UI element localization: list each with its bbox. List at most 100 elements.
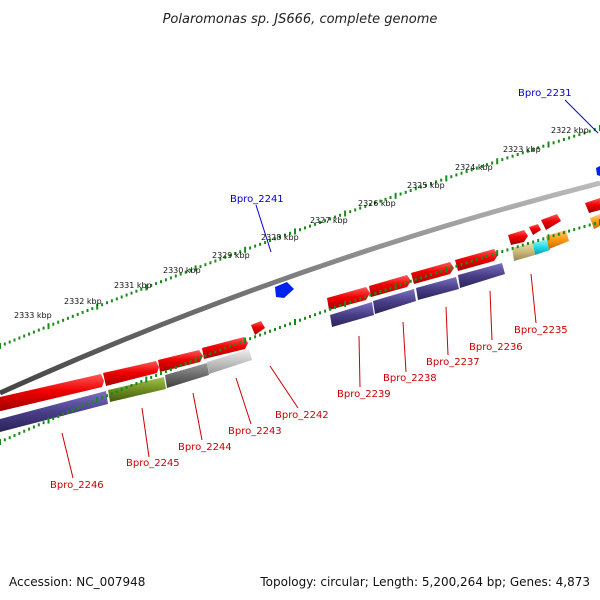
scale-minor-tick: [106, 301, 108, 305]
scale-minor-tick: [480, 164, 483, 168]
map-title: Polaromonas sp. JS666, complete genome: [163, 12, 438, 27]
gene-label-bpro-2236[interactable]: Bpro_2236: [469, 342, 523, 353]
cds-block[interactable]: [458, 263, 505, 288]
gene-label-bpro-2235[interactable]: Bpro_2235: [514, 325, 568, 336]
gene-label-bpro-2237[interactable]: Bpro_2237: [426, 357, 480, 368]
cds-block[interactable]: [416, 277, 459, 300]
scale-minor-tick: [552, 141, 555, 145]
scale-minor-tick: [339, 304, 342, 308]
scale-minor-tick: [101, 303, 104, 307]
cds-block[interactable]: [0, 391, 108, 432]
gene-block[interactable]: [158, 350, 203, 372]
gene-label-bpro-2241[interactable]: Bpro_2241: [230, 194, 284, 205]
scale-minor-tick: [184, 270, 187, 274]
scale-major-tick: [194, 265, 197, 272]
scale-minor-tick: [414, 187, 417, 191]
scale-minor-tick: [169, 276, 172, 280]
scale-minor-tick: [239, 341, 242, 344]
gene-label-bpro-2239[interactable]: Bpro_2239: [337, 389, 391, 400]
gene-label-bpro-2231[interactable]: Bpro_2231: [518, 88, 572, 99]
scale-minor-tick: [76, 406, 79, 410]
scale-minor-tick: [506, 156, 509, 160]
scale-minor-tick: [254, 244, 257, 248]
scale-label: 2324 kbp: [455, 163, 493, 172]
scale-minor-tick: [359, 206, 362, 210]
gene-block-bpro-2241[interactable]: [275, 282, 294, 298]
scale-minor-tick: [460, 171, 463, 175]
scale-label: 2331 kbp: [114, 281, 152, 290]
scale-minor-tick: [521, 243, 524, 247]
gene-label-bpro-2242[interactable]: Bpro_2242: [275, 410, 329, 421]
scale-minor-tick: [184, 362, 187, 366]
gene-label-bpro-2243[interactable]: Bpro_2243: [228, 426, 282, 437]
scale-minor-tick: [516, 153, 519, 156]
scale-minor-tick: [374, 201, 377, 205]
scale-minor-tick: [106, 394, 108, 398]
cds-block[interactable]: [207, 349, 252, 374]
scale-minor-tick: [274, 237, 276, 241]
scale-minor-tick: [28, 332, 31, 336]
scale-minor-tick: [214, 350, 217, 354]
gene-block[interactable]: [508, 230, 528, 245]
scale-minor-tick: [324, 219, 327, 223]
scale-minor-tick: [110, 299, 113, 303]
scale-minor-tick: [18, 336, 21, 340]
scale-minor-tick: [155, 282, 158, 286]
scale-minor-tick: [42, 326, 45, 330]
scale-minor-tick: [470, 168, 473, 172]
scale-minor-tick: [532, 240, 535, 244]
scale-minor-tick: [440, 178, 443, 182]
scale-minor-tick: [526, 242, 529, 245]
scale-minor-tick: [269, 239, 271, 243]
gene-block[interactable]: [590, 214, 600, 229]
cds-block[interactable]: [165, 363, 209, 388]
gene-label-bpro-2238[interactable]: Bpro_2238: [383, 373, 437, 384]
scale-minor-tick: [284, 324, 286, 328]
scale-minor-tick: [199, 356, 202, 360]
cds-block[interactable]: [330, 302, 374, 327]
gene-label-bpro-2246[interactable]: Bpro_2246: [50, 480, 104, 491]
scale-minor-tick: [160, 372, 162, 375]
gene-label-bpro-2244[interactable]: Bpro_2244: [178, 442, 232, 453]
gene-block[interactable]: [541, 214, 561, 230]
scale-minor-tick: [374, 291, 377, 295]
scale-minor-tick: [179, 272, 182, 276]
scale-minor-tick: [239, 250, 242, 254]
scale-minor-tick: [224, 346, 227, 350]
gene-block[interactable]: [585, 198, 600, 213]
scale-minor-tick: [125, 386, 128, 389]
gene-block[interactable]: [327, 287, 370, 310]
cds-block[interactable]: [108, 377, 166, 402]
scale-minor-tick: [455, 173, 458, 177]
gene-label-bpro-2245[interactable]: Bpro_2245: [126, 458, 180, 469]
scale-minor-tick: [309, 315, 311, 318]
scale-minor-tick: [140, 380, 143, 383]
cds-block[interactable]: [546, 230, 569, 249]
scale-minor-tick: [532, 148, 535, 151]
scale-minor-tick: [229, 253, 232, 257]
scale-label: 2322 kbp: [551, 126, 589, 135]
scale-major-tick: [96, 303, 99, 310]
scale-minor-tick: [389, 286, 392, 290]
gene-block-bpro-2231[interactable]: [596, 166, 600, 176]
scale-minor-tick: [389, 196, 392, 199]
scale-minor-tick: [455, 264, 458, 268]
scale-minor-tick: [279, 326, 281, 329]
scale-minor-tick: [289, 231, 291, 235]
scale-label: 2326 kbp: [358, 199, 396, 208]
scale-minor-tick: [8, 340, 11, 344]
gene-block[interactable]: [0, 374, 104, 411]
gene-block[interactable]: [251, 321, 265, 335]
scale-minor-tick: [23, 429, 26, 433]
scale-minor-tick: [125, 293, 128, 297]
scale-minor-tick: [52, 417, 55, 420]
cds-block[interactable]: [373, 289, 416, 314]
gene-block[interactable]: [103, 361, 159, 386]
scale-minor-tick: [414, 278, 417, 282]
scale-major-tick: [194, 356, 197, 363]
gene-block[interactable]: [529, 224, 541, 235]
cds-block[interactable]: [533, 239, 550, 255]
scale-label: 2332 kbp: [64, 297, 102, 306]
accession-label: Accession: NC_007948: [9, 575, 145, 589]
scale-minor-tick: [379, 290, 382, 294]
